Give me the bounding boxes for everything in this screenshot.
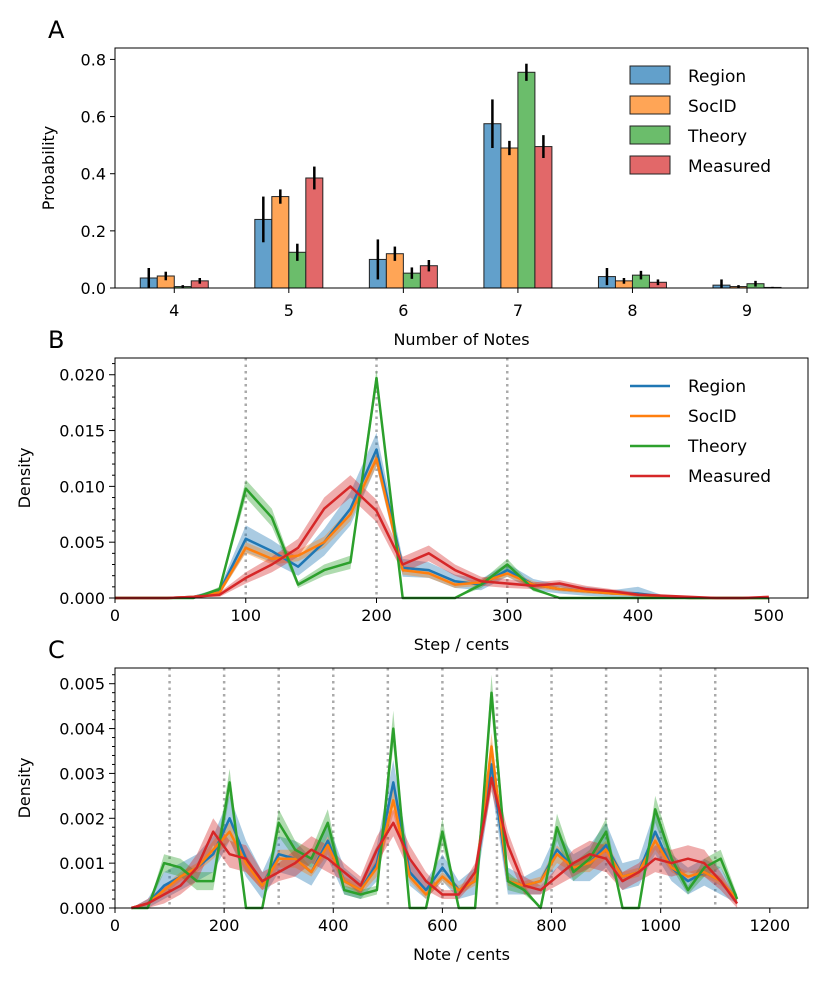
y-tick-label: 0.000 — [59, 899, 105, 918]
x-tick-label: 7 — [513, 301, 523, 320]
y-tick-label: 0.015 — [59, 422, 105, 441]
x-tick-label: 200 — [361, 606, 392, 625]
x-tick-label: 5 — [284, 301, 294, 320]
legend-label-theory: Theory — [687, 127, 747, 147]
y-tick-label: 0.001 — [59, 854, 105, 873]
legend-label-region: Region — [688, 377, 746, 397]
x-tick-label: 300 — [492, 606, 523, 625]
y-tick-label: 0.8 — [81, 50, 106, 69]
legend-label-measured: Measured — [688, 157, 771, 177]
y-tick-label: 0.004 — [59, 720, 105, 739]
y-tick-label: 0.4 — [81, 165, 106, 184]
x-tick-label: 400 — [623, 606, 654, 625]
x-axis-label: Note / cents — [413, 945, 510, 964]
panel-b: B 0 100 200 300 400 500 0.000 0.005 0.010 0.015 0.0… — [15, 326, 809, 654]
band-measured — [115, 475, 769, 598]
x-tick-label: 8 — [627, 301, 637, 320]
x-tick-label: 400 — [318, 916, 349, 935]
x-tick-label: 0 — [110, 606, 120, 625]
x-tick-label: 500 — [754, 606, 785, 625]
legend-label-region: Region — [688, 67, 746, 87]
y-tick-label: 0.002 — [59, 809, 105, 828]
legend-label-measured: Measured — [688, 467, 771, 487]
band-measured — [131, 764, 738, 908]
x-tick-label: 600 — [427, 916, 458, 935]
plot-frame — [114, 357, 809, 599]
band-theory — [131, 674, 738, 908]
plot-frame — [114, 667, 809, 909]
y-tick-label: 0.000 — [59, 589, 105, 608]
y-tick-label: 0.020 — [59, 366, 105, 385]
line-measured — [115, 485, 769, 600]
bar-theory-7 — [517, 71, 536, 289]
band-region — [131, 742, 738, 908]
bar-region-7 — [483, 123, 502, 289]
y-axis-label: Density — [15, 758, 34, 819]
y-tick-label: 0.0 — [81, 279, 106, 298]
x-axis-label: Number of Notes — [393, 330, 529, 349]
legend-label-socid: SocID — [688, 97, 737, 117]
x-tick-label: 200 — [209, 916, 240, 935]
y-axis-label: Probability — [39, 126, 58, 211]
y-tick-label: 0.010 — [59, 477, 105, 496]
panel-label: C — [48, 636, 65, 664]
line-region — [115, 448, 769, 600]
bar-measured-7 — [534, 146, 553, 289]
x-tick-label: 800 — [536, 916, 567, 935]
x-tick-label: 0 — [110, 916, 120, 935]
y-tick-label: 0.2 — [81, 222, 106, 241]
line-measured — [131, 776, 739, 910]
x-tick-label: 1200 — [749, 916, 790, 935]
y-tick-label: 0.6 — [81, 108, 106, 127]
bar-socid-5 — [271, 196, 290, 289]
legend-swatch-theory — [629, 125, 671, 145]
x-tick-label: 4 — [169, 301, 179, 320]
y-tick-label: 0.005 — [59, 533, 105, 552]
x-axis-label: Step / cents — [414, 635, 509, 654]
legend-label-socid: SocID — [688, 407, 737, 427]
bar-socid-7 — [500, 147, 519, 289]
legend-swatch-socid — [629, 95, 671, 115]
panel-label: B — [48, 326, 64, 354]
y-tick-label: 0.003 — [59, 764, 105, 783]
x-tick-label: 100 — [230, 606, 261, 625]
legend-swatch-measured — [629, 155, 671, 175]
panel-a: A 4 5 6 7 8 9 0.0 0.2 0.4 0.6 0.8 Number of Notes Pro… — [39, 16, 809, 349]
band-theory — [115, 369, 769, 598]
panel-label: A — [48, 16, 65, 44]
plot-frame — [114, 47, 809, 289]
x-tick-label: 6 — [398, 301, 408, 320]
x-tick-label: 1000 — [640, 916, 681, 935]
legend-swatch-region — [629, 65, 671, 85]
x-tick-label: 9 — [742, 301, 752, 320]
band-region — [115, 432, 769, 598]
panel-c: C 0 200 400 600 800 1000 1200 0.000 0.001 0.002 0.0… — [15, 636, 809, 964]
y-tick-label: 0.005 — [59, 675, 105, 694]
legend-label-theory: Theory — [687, 437, 747, 457]
bar-measured-5 — [305, 177, 324, 289]
y-axis-label: Density — [15, 448, 34, 509]
